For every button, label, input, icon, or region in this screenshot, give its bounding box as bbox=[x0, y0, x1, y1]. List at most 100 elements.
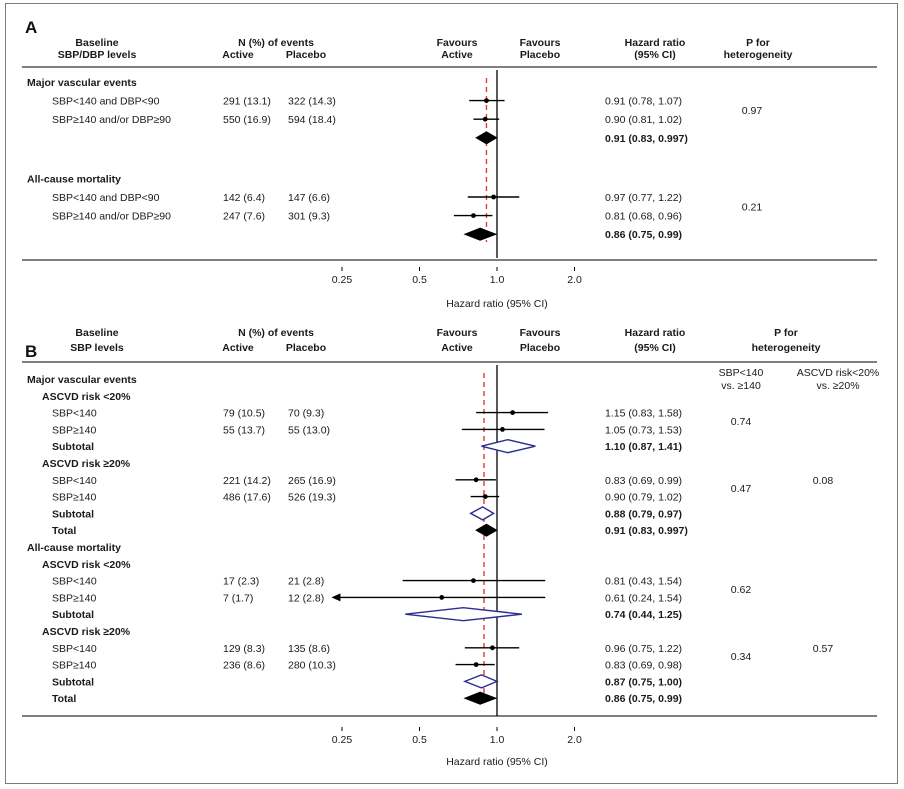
x-axis-label: Hazard ratio (95% CI) bbox=[446, 756, 548, 768]
active-events: 55 (13.7) bbox=[223, 424, 265, 436]
row-label: SBP<140 and DBP<90 bbox=[52, 192, 160, 204]
pooled-label: Subtotal bbox=[52, 676, 94, 688]
hazard-ratio-text: 0.91 (0.83, 0.997) bbox=[605, 525, 688, 537]
header-p-for: P for bbox=[746, 37, 770, 49]
hazard-ratio-text: 0.83 (0.69, 0.98) bbox=[605, 660, 682, 672]
group-label: Major vascular events bbox=[27, 374, 137, 386]
header-n-events: N (%) of events bbox=[238, 37, 314, 49]
header-p-heterogeneity: heterogeneity bbox=[752, 342, 821, 354]
point-estimate bbox=[473, 477, 479, 483]
point-estimate bbox=[482, 494, 488, 499]
placebo-events: 322 (14.3) bbox=[288, 96, 336, 108]
group-label: All-cause mortality bbox=[27, 173, 121, 185]
row-label: SBP≥140 and/or DBP≥90 bbox=[52, 211, 171, 223]
row-label: SBP<140 bbox=[52, 576, 97, 588]
header-p-sbp-vs: vs. ≥140 bbox=[721, 380, 761, 392]
placebo-events: 526 (19.3) bbox=[288, 492, 336, 504]
hazard-ratio-text: 0.86 (0.75, 0.99) bbox=[605, 229, 682, 241]
point-estimate bbox=[473, 662, 479, 667]
pooled-label: Subtotal bbox=[52, 609, 94, 621]
active-events: 247 (7.6) bbox=[223, 211, 265, 223]
x-tick-label: 0.25 bbox=[332, 274, 353, 286]
placebo-events: 594 (18.4) bbox=[288, 114, 336, 126]
p-value: 0.74 bbox=[731, 416, 752, 428]
point-estimate bbox=[484, 98, 489, 103]
header-placebo: Placebo bbox=[286, 342, 326, 354]
header-hr-ci: (95% CI) bbox=[634, 49, 675, 61]
hazard-ratio-text: 0.81 (0.68, 0.96) bbox=[605, 211, 682, 223]
hazard-ratio-text: 0.97 (0.77, 1.22) bbox=[605, 192, 682, 204]
panel-label: B bbox=[25, 342, 37, 361]
header-favours-placebo-2: Placebo bbox=[520, 49, 560, 61]
subgroup-label: ASCVD risk <20% bbox=[42, 559, 131, 571]
header-favours-placebo-2: Placebo bbox=[520, 342, 560, 354]
subtotal-diamond bbox=[469, 506, 495, 521]
pooled-label: Subtotal bbox=[52, 441, 94, 453]
subtotal-diamond bbox=[462, 674, 499, 689]
hazard-ratio-text: 0.87 (0.75, 1.00) bbox=[605, 676, 682, 688]
pooled-diamond bbox=[463, 691, 498, 705]
placebo-events: 55 (13.0) bbox=[288, 424, 330, 436]
header-active: Active bbox=[222, 342, 254, 354]
subtotal-diamond bbox=[405, 606, 523, 622]
p-value: 0.34 bbox=[731, 651, 752, 663]
point-estimate bbox=[510, 410, 516, 415]
row-label: SBP≥140 bbox=[52, 660, 96, 672]
p-value: 0.08 bbox=[813, 475, 834, 487]
hazard-ratio-text: 0.81 (0.43, 1.54) bbox=[605, 576, 682, 588]
point-estimate bbox=[471, 578, 476, 583]
p-value: 0.97 bbox=[742, 105, 763, 117]
pooled-label: Subtotal bbox=[52, 508, 94, 520]
active-events: 129 (8.3) bbox=[223, 643, 265, 655]
header-active: Active bbox=[222, 49, 254, 61]
header-hazard-ratio: Hazard ratio bbox=[625, 327, 686, 339]
x-tick-label: 1.0 bbox=[490, 734, 505, 746]
header-baseline: Baseline bbox=[75, 327, 118, 339]
header-p-ascvd: ASCVD risk<20% bbox=[797, 367, 880, 379]
header-hazard-ratio: Hazard ratio bbox=[625, 37, 686, 49]
hazard-ratio-text: 1.10 (0.87, 1.41) bbox=[605, 441, 682, 453]
placebo-events: 12 (2.8) bbox=[288, 592, 324, 604]
header-favours-active-2: Active bbox=[441, 342, 473, 354]
row-label: SBP≥140 bbox=[52, 492, 96, 504]
header-favours-active-2: Active bbox=[441, 49, 473, 61]
p-value: 0.57 bbox=[813, 643, 834, 655]
group-label: All-cause mortality bbox=[27, 542, 121, 554]
hazard-ratio-text: 1.15 (0.83, 1.58) bbox=[605, 408, 682, 420]
panel-label: A bbox=[25, 18, 37, 37]
placebo-events: 21 (2.8) bbox=[288, 576, 324, 588]
active-events: 221 (14.2) bbox=[223, 475, 271, 487]
placebo-events: 135 (8.6) bbox=[288, 643, 330, 655]
p-value: 0.47 bbox=[731, 483, 752, 495]
x-tick-label: 2.0 bbox=[567, 274, 582, 286]
group-label: Major vascular events bbox=[27, 77, 137, 89]
header-favours-active: Favours bbox=[437, 37, 478, 49]
subgroup-label: ASCVD risk ≥20% bbox=[42, 458, 131, 470]
placebo-events: 70 (9.3) bbox=[288, 408, 324, 420]
hazard-ratio-text: 0.88 (0.79, 0.97) bbox=[605, 508, 682, 520]
hazard-ratio-text: 0.61 (0.24, 1.54) bbox=[605, 592, 682, 604]
point-estimate bbox=[491, 194, 496, 200]
subgroup-label: ASCVD risk ≥20% bbox=[42, 626, 131, 638]
header-hr-ci: (95% CI) bbox=[634, 342, 675, 354]
x-axis-label: Hazard ratio (95% CI) bbox=[446, 298, 548, 310]
hazard-ratio-text: 0.74 (0.44, 1.25) bbox=[605, 609, 682, 621]
pooled-label: Total bbox=[52, 693, 76, 705]
active-events: 17 (2.3) bbox=[223, 576, 259, 588]
x-tick-label: 0.5 bbox=[412, 734, 427, 746]
header-p-ascvd-vs: vs. ≥20% bbox=[816, 380, 859, 392]
header-placebo: Placebo bbox=[286, 49, 326, 61]
point-estimate bbox=[471, 213, 476, 219]
placebo-events: 280 (10.3) bbox=[288, 660, 336, 672]
subgroup-label: ASCVD risk <20% bbox=[42, 391, 131, 403]
active-events: 142 (6.4) bbox=[223, 192, 265, 204]
placebo-events: 147 (6.6) bbox=[288, 192, 330, 204]
row-label: SBP≥140 bbox=[52, 592, 96, 604]
active-events: 550 (16.9) bbox=[223, 114, 271, 126]
active-events: 486 (17.6) bbox=[223, 492, 271, 504]
point-estimate bbox=[439, 595, 445, 600]
header-baseline-levels: SBP levels bbox=[70, 342, 124, 354]
hazard-ratio-text: 0.90 (0.79, 1.02) bbox=[605, 492, 682, 504]
row-label: SBP≥140 and/or DBP≥90 bbox=[52, 114, 171, 126]
